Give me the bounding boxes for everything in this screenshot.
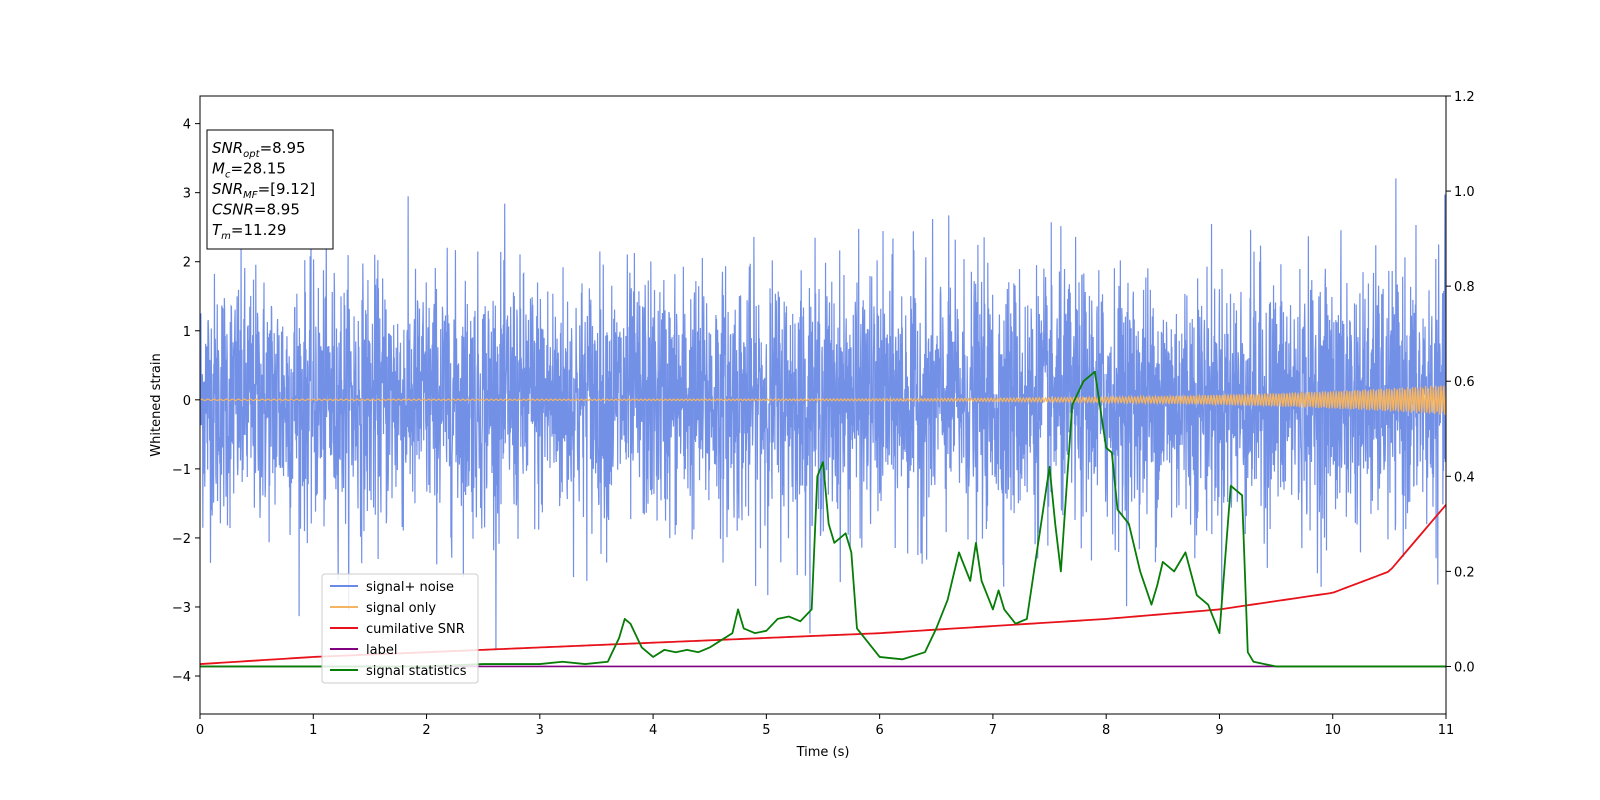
series-signal-noise — [200, 178, 1446, 650]
x-tick-label: 0 — [196, 723, 204, 738]
legend-entry: label — [366, 643, 397, 658]
legend-frame — [321, 573, 479, 684]
series-signal-only — [200, 385, 1446, 415]
info-box: SNRopt=8.95Mc=28.15SNRMF=[9.12]CSNR=8.95… — [206, 129, 334, 250]
x-tick-label: 5 — [762, 723, 770, 738]
y-tick-label: 4 — [183, 118, 191, 133]
y-tick-label: −3 — [172, 601, 191, 616]
x-tick-label: 8 — [1102, 723, 1110, 738]
y-tick-label: 0 — [183, 394, 191, 409]
y-tick-label: −4 — [172, 670, 191, 685]
x-tick-label: 6 — [875, 723, 883, 738]
y2-tick-label: 0.0 — [1454, 660, 1475, 675]
x-axis: 0 1 2 3 4 5 6 7 8 9 10 11 — [196, 714, 1454, 738]
y2-tick-label: 1.2 — [1454, 90, 1475, 105]
axes-frame — [199, 95, 1447, 715]
y2-tick-label: 0.2 — [1454, 565, 1475, 580]
info-line: SNRopt=8.95 — [212, 139, 306, 160]
y-tick-label: 3 — [183, 187, 191, 202]
legend-entry: signal only — [366, 601, 436, 616]
x-tick-label: 1 — [309, 723, 317, 738]
series-signal-statistics — [200, 370, 1446, 668]
x-tick-label: 9 — [1215, 723, 1223, 738]
y-axis-right: 0.0 0.2 0.4 0.6 0.8 1.0 1.2 — [1446, 90, 1475, 675]
y-tick-label: 1 — [183, 325, 191, 340]
info-line: Mc=28.15 — [212, 160, 286, 181]
legend-entry: signal+ noise — [366, 580, 454, 595]
info-box-frame — [206, 129, 334, 250]
legend-entry: signal statistics — [366, 664, 467, 679]
info-line: Tm=11.29 — [212, 221, 286, 242]
x-axis-label: Time (s) — [796, 745, 850, 760]
y2-tick-label: 1.0 — [1454, 185, 1475, 200]
y-axis-label: Whitened strain — [149, 353, 164, 456]
x-tick-label: 3 — [536, 723, 544, 738]
x-tick-label: 4 — [649, 723, 657, 738]
legend: signal+ noise signal only cumilative SNR la… — [321, 573, 479, 684]
y2-tick-label: 0.8 — [1454, 280, 1475, 295]
y-tick-label: −1 — [172, 463, 191, 478]
info-line: SNRMF=[9.12] — [212, 180, 315, 201]
y2-tick-label: 0.6 — [1454, 375, 1475, 390]
y-tick-label: −2 — [172, 532, 191, 547]
info-line: CSNR=8.95 — [212, 201, 300, 219]
y2-tick-label: 0.4 — [1454, 470, 1475, 485]
x-tick-label: 7 — [989, 723, 997, 738]
x-tick-label: 10 — [1324, 723, 1341, 738]
y-tick-label: 2 — [183, 256, 191, 271]
legend-entry: cumilative SNR — [366, 622, 465, 637]
x-tick-label: 2 — [422, 723, 430, 738]
x-tick-label: 11 — [1438, 723, 1455, 738]
y-axis-left: −4 −3 −2 −1 0 1 2 3 4 — [172, 118, 200, 685]
